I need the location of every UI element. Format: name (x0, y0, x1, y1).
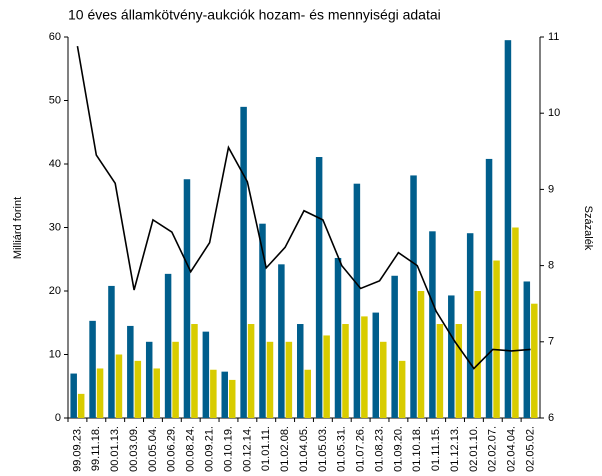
bar (285, 341, 293, 418)
x-tick-label: 02.02.07. (487, 426, 499, 472)
bar (466, 233, 474, 418)
bar (77, 393, 85, 418)
bar (145, 341, 153, 418)
x-tick-label: 99.09.23. (71, 426, 83, 472)
x-tick-label: 01.12.13. (449, 426, 461, 472)
y-axis-label: Milliárd forint (12, 197, 24, 259)
bar (115, 354, 123, 418)
y-tick-label: 0 (55, 412, 61, 424)
x-tick-label: 02.01.10. (468, 426, 480, 472)
x-tick-label: 01.10.18. (411, 426, 423, 472)
y-tick-label: 20 (49, 285, 61, 297)
bar (417, 291, 425, 418)
bar (259, 223, 266, 418)
x-tick-label: 01.05.31. (336, 426, 348, 472)
bar (266, 341, 274, 418)
bar (304, 369, 311, 418)
y2-tick-label: 6 (548, 412, 554, 424)
y-tick-label: 10 (49, 348, 61, 360)
bar (315, 157, 323, 418)
bar (504, 40, 512, 419)
bar (134, 360, 142, 418)
bar (221, 371, 228, 418)
y-tick-label: 60 (49, 31, 61, 43)
x-tick-label: 00.05.04. (147, 426, 159, 472)
bar (202, 331, 210, 418)
bar (228, 379, 236, 418)
bar (380, 341, 387, 418)
y2-axis-label: Százalék (582, 206, 594, 251)
bar (485, 158, 493, 419)
bar (191, 324, 198, 418)
chart-title: 10 éves államkötvény-aukciók hozam- és m… (68, 7, 441, 23)
y-tick-label: 40 (49, 158, 61, 170)
x-tick-label: 01.02.08. (279, 426, 291, 472)
x-tick-label: 01.01.11. (260, 426, 272, 471)
bar (297, 324, 304, 418)
x-tick-label: 01.08.23. (373, 426, 385, 472)
bar (391, 275, 398, 418)
y2-tick-label: 9 (548, 183, 554, 195)
y2-tick-label: 10 (548, 107, 560, 119)
bar (353, 183, 361, 418)
bar (210, 369, 217, 418)
x-tick-label: 00.10.19. (222, 426, 234, 472)
y2-tick-label: 11 (548, 31, 559, 43)
bar (323, 335, 330, 418)
bar (455, 324, 463, 418)
x-tick-label: 02.05.02. (524, 426, 536, 472)
bar (153, 368, 160, 418)
bar (127, 325, 134, 418)
bar (361, 316, 368, 418)
x-tick-label: 99.11.18. (90, 426, 102, 471)
bar (493, 260, 500, 418)
x-tick-label: 01.07.26. (355, 426, 367, 472)
bar (448, 295, 455, 418)
bar (474, 291, 481, 418)
bar (183, 179, 191, 418)
y-tick-label: 30 (49, 221, 61, 233)
bar (278, 264, 285, 418)
bar (429, 231, 436, 418)
x-tick-label: 00.06.29. (166, 426, 178, 472)
bar (531, 303, 538, 418)
x-tick-label: 01.05.03. (317, 426, 329, 472)
bar (247, 324, 255, 418)
bar (164, 273, 172, 418)
bar (96, 368, 104, 418)
y-tick-label: 50 (49, 94, 61, 106)
bar (372, 312, 380, 418)
y2-tick-label: 7 (548, 336, 554, 348)
bar (108, 285, 115, 418)
x-tick-label: 00.09.21. (204, 426, 216, 472)
x-tick-label: 01.04.05. (298, 426, 310, 472)
bar (398, 360, 406, 418)
bar (334, 257, 342, 418)
bar (512, 227, 519, 418)
x-tick-label: 02.04.04. (506, 426, 518, 472)
x-tick-label: 00.12.14. (241, 426, 253, 472)
x-tick-label: 01.11.15. (430, 426, 442, 471)
bar (436, 324, 444, 418)
x-tick-label: 00.03.09. (128, 426, 140, 472)
x-tick-label: 00.08.24. (185, 426, 197, 472)
bar (89, 320, 96, 418)
x-tick-label: 01.09.20. (392, 426, 404, 472)
bar (70, 373, 77, 418)
y2-tick-label: 8 (548, 260, 554, 272)
bar (410, 175, 417, 418)
bar (172, 341, 179, 418)
bar (240, 106, 247, 418)
x-tick-label: 00.01.13. (109, 426, 121, 472)
line-series (76, 46, 531, 370)
bar (342, 324, 349, 418)
